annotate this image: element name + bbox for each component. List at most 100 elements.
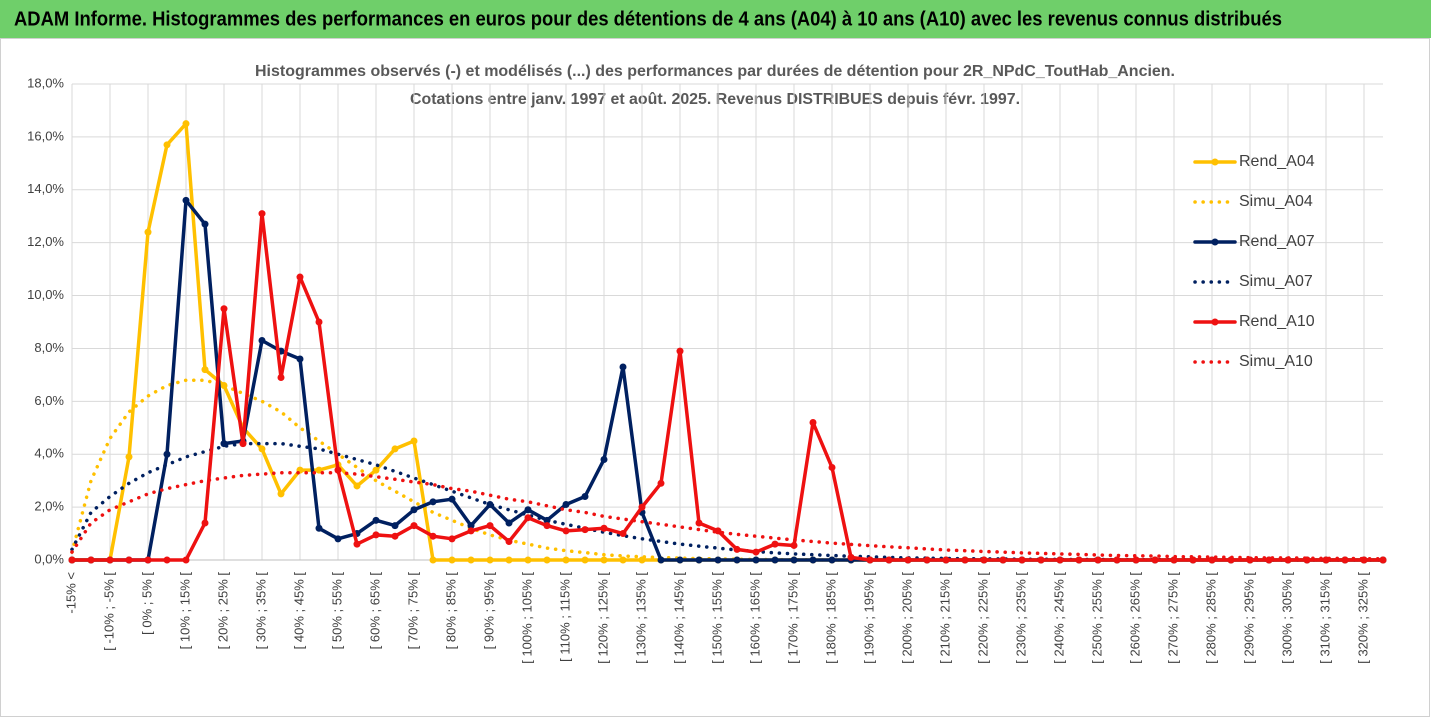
x-tick-label: [ 160% ; 165% [	[747, 572, 762, 664]
point	[467, 527, 475, 535]
point	[410, 506, 418, 514]
x-tick-label: [ 300% ; 305% [	[1279, 572, 1294, 664]
x-tick-label: [ 190% ; 195% [	[861, 572, 876, 664]
point	[372, 531, 380, 539]
point	[1075, 556, 1083, 564]
point	[505, 519, 513, 527]
point	[201, 220, 209, 228]
point	[315, 466, 323, 474]
point	[391, 532, 399, 540]
point	[524, 506, 532, 514]
x-tick-label: [ 180% ; 185% [	[823, 572, 838, 664]
point	[752, 548, 760, 556]
x-tick-label: [ 250% ; 255% [	[1089, 572, 1104, 664]
point	[676, 556, 684, 564]
legend-label: Simu_A10	[1239, 353, 1313, 370]
y-tick-label: 10,0%	[27, 287, 64, 302]
point	[562, 527, 570, 535]
point	[87, 556, 95, 564]
point	[695, 556, 703, 564]
x-tick-label: [ 130% ; 135% [	[633, 572, 648, 664]
point	[391, 522, 399, 530]
point	[429, 498, 437, 506]
point	[619, 363, 627, 371]
x-tick-label: [ 140% ; 145% [	[671, 572, 686, 664]
point	[619, 556, 627, 564]
point	[410, 437, 418, 445]
point	[1018, 556, 1026, 564]
point	[144, 228, 152, 236]
y-tick-label: 14,0%	[27, 181, 64, 196]
x-tick-label: [ 200% ; 205% [	[899, 572, 914, 664]
point	[429, 532, 437, 540]
y-tick-label: 6,0%	[34, 393, 64, 408]
point	[448, 535, 456, 543]
point	[201, 366, 209, 374]
x-tick-label: [ 270% ; 275% [	[1165, 572, 1180, 664]
point	[505, 556, 513, 564]
x-tick-label: [ 170% ; 175% [	[785, 572, 800, 664]
x-tick-label: [ 70% ; 75% [	[405, 572, 420, 650]
point	[467, 556, 475, 564]
y-tick-label: 12,0%	[27, 234, 64, 249]
point	[220, 305, 228, 313]
legend-label: Rend_A10	[1239, 313, 1315, 330]
point	[182, 120, 190, 128]
point	[315, 318, 323, 326]
point	[695, 519, 703, 527]
point	[1056, 556, 1064, 564]
point	[486, 556, 494, 564]
x-tick-label: [ 20% ; 25% [	[215, 572, 230, 650]
point	[429, 556, 437, 564]
point	[1379, 556, 1387, 564]
point	[182, 196, 190, 204]
y-tick-label: 4,0%	[34, 446, 64, 461]
point	[296, 355, 304, 363]
point	[581, 526, 589, 534]
legend-label: Rend_A04	[1239, 153, 1315, 170]
point	[68, 556, 76, 564]
series-line	[70, 441, 1385, 562]
point	[505, 537, 513, 545]
point	[885, 556, 893, 564]
point	[809, 418, 817, 426]
chart-title: Histogrammes observés (-) et modélisés (…	[255, 63, 1175, 80]
point	[581, 493, 589, 501]
point	[258, 445, 266, 453]
x-tick-label: [ 150% ; 155% [	[709, 572, 724, 664]
point	[714, 556, 722, 564]
point	[296, 273, 304, 281]
point	[752, 556, 760, 564]
point	[809, 556, 817, 564]
x-tick-label: [ 10% ; 15% [	[177, 572, 192, 650]
x-tick-label: [ 0% ; 5% [	[139, 572, 154, 635]
y-tick-label: 8,0%	[34, 340, 64, 355]
x-tick-label: [ 90% ; 95% [	[481, 572, 496, 650]
point	[239, 440, 247, 448]
point	[163, 450, 171, 458]
point	[201, 519, 209, 527]
point	[828, 556, 836, 564]
point	[1132, 556, 1140, 564]
point	[733, 545, 741, 553]
point	[277, 374, 285, 382]
x-tick-label: [ 220% ; 225% [	[975, 572, 990, 664]
point	[790, 541, 798, 549]
point	[676, 347, 684, 355]
y-tick-label: 16,0%	[27, 128, 64, 143]
point	[372, 466, 380, 474]
point	[581, 556, 589, 564]
point	[258, 337, 266, 345]
header-bar	[0, 0, 1431, 38]
point	[980, 556, 988, 564]
point	[562, 556, 570, 564]
point	[353, 482, 361, 490]
point	[163, 556, 171, 564]
point	[847, 553, 855, 561]
legend-label: Rend_A07	[1239, 233, 1315, 250]
point	[562, 500, 570, 508]
y-tick-label: 18,0%	[27, 75, 64, 90]
point	[904, 556, 912, 564]
point	[277, 490, 285, 498]
point	[771, 540, 779, 548]
